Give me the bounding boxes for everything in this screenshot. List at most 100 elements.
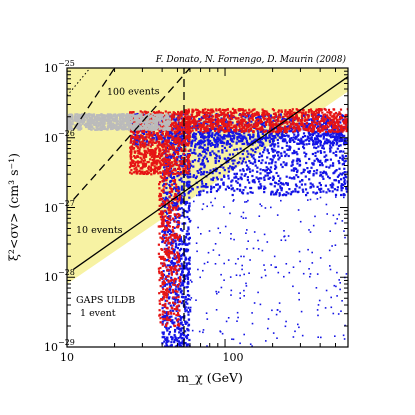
scatter-point bbox=[223, 115, 226, 118]
scatter-point bbox=[179, 318, 182, 322]
scatter-point bbox=[171, 201, 174, 205]
scatter-point bbox=[180, 295, 184, 299]
scatter-point bbox=[322, 135, 325, 138]
scatter-point bbox=[239, 129, 242, 132]
scatter-point bbox=[208, 115, 211, 119]
scatter-point bbox=[179, 336, 182, 339]
scatter-point bbox=[214, 124, 218, 127]
scatter-point bbox=[229, 110, 232, 113]
scatter-point bbox=[169, 141, 173, 144]
scatter-point bbox=[188, 256, 191, 259]
scatter-point bbox=[316, 158, 319, 161]
scatter-point bbox=[287, 110, 290, 114]
scatter-point bbox=[273, 255, 276, 258]
scatter-point bbox=[184, 160, 187, 163]
scatter-point bbox=[178, 287, 181, 290]
scatter-point bbox=[254, 114, 257, 117]
scatter-point bbox=[172, 309, 175, 312]
scatter-point bbox=[209, 142, 212, 145]
scatter-point bbox=[145, 133, 148, 136]
scatter-point bbox=[156, 140, 159, 143]
scatter-point bbox=[276, 129, 279, 132]
scatter-point bbox=[239, 169, 242, 172]
scatter-point bbox=[271, 309, 273, 312]
scatter-point bbox=[163, 151, 166, 154]
scatter-point bbox=[170, 122, 173, 125]
scatter-point bbox=[254, 120, 257, 123]
scatter-point bbox=[172, 176, 176, 179]
scatter-point bbox=[177, 301, 180, 304]
scatter-point bbox=[186, 293, 189, 297]
scatter-point bbox=[274, 136, 277, 139]
scatter-point bbox=[160, 225, 164, 228]
scatter-point bbox=[184, 131, 187, 134]
scatter-point bbox=[263, 178, 266, 181]
scatter-point bbox=[162, 293, 166, 296]
scatter-point bbox=[343, 338, 346, 340]
scatter-point bbox=[149, 150, 153, 153]
scatter-point bbox=[139, 146, 142, 149]
scatter-point bbox=[320, 173, 323, 177]
scatter-point bbox=[327, 175, 330, 178]
scatter-point bbox=[226, 185, 229, 188]
scatter-point bbox=[157, 225, 160, 228]
scatter-point bbox=[171, 127, 174, 130]
scatter-point bbox=[148, 136, 151, 139]
scatter-point bbox=[310, 136, 313, 139]
scatter-point bbox=[274, 124, 278, 127]
scatter-point bbox=[177, 186, 180, 189]
scatter-point bbox=[222, 122, 225, 125]
scatter-point bbox=[169, 154, 172, 158]
scatter-point bbox=[335, 196, 337, 198]
scatter-point bbox=[157, 143, 161, 146]
scatter-point bbox=[324, 140, 327, 143]
scatter-point bbox=[282, 138, 285, 141]
scatter-point bbox=[338, 279, 340, 281]
scatter-point bbox=[255, 176, 258, 179]
scatter-point bbox=[171, 319, 174, 322]
scatter-point bbox=[161, 163, 164, 166]
scatter-point bbox=[331, 182, 334, 185]
scatter-point bbox=[180, 140, 183, 143]
scatter-point bbox=[174, 298, 177, 301]
scatter-point bbox=[169, 309, 172, 312]
scatter-point bbox=[263, 264, 265, 266]
scatter-point bbox=[164, 152, 167, 155]
scatter-point bbox=[175, 135, 178, 138]
scatter-point bbox=[271, 108, 274, 111]
scatter-point bbox=[191, 108, 194, 111]
scatter-point bbox=[317, 114, 320, 117]
scatter-point bbox=[174, 214, 177, 217]
scatter-point bbox=[346, 139, 348, 142]
scatter-point bbox=[303, 125, 306, 128]
scatter-point bbox=[275, 193, 278, 196]
scatter-point bbox=[174, 169, 177, 172]
scatter-point bbox=[175, 161, 178, 164]
scatter-point bbox=[133, 167, 136, 170]
scatter-point bbox=[177, 192, 180, 195]
scatter-point bbox=[196, 108, 199, 112]
scatter-point bbox=[270, 183, 273, 186]
scatter-point bbox=[189, 279, 192, 282]
scatter-point bbox=[281, 130, 284, 133]
scatter-point bbox=[186, 230, 189, 233]
scatter-point bbox=[175, 271, 178, 274]
scatter-point bbox=[330, 126, 334, 129]
scatter-point bbox=[298, 160, 301, 163]
scatter-point bbox=[174, 328, 177, 332]
scatter-point bbox=[178, 265, 181, 268]
scatter-point bbox=[142, 138, 145, 141]
scatter-point bbox=[159, 175, 162, 178]
scatter-point bbox=[186, 131, 189, 134]
scatter-point bbox=[149, 170, 152, 173]
scatter-point bbox=[291, 163, 294, 166]
scatter-point bbox=[330, 296, 332, 299]
scatter-point bbox=[252, 136, 255, 139]
scatter-point bbox=[158, 192, 161, 195]
scatter-point bbox=[182, 253, 185, 256]
scatter-point bbox=[322, 144, 325, 147]
scatter-point bbox=[280, 189, 283, 192]
scatter-point bbox=[231, 159, 234, 162]
scatter-point bbox=[141, 140, 144, 143]
scatter-point bbox=[312, 115, 315, 118]
